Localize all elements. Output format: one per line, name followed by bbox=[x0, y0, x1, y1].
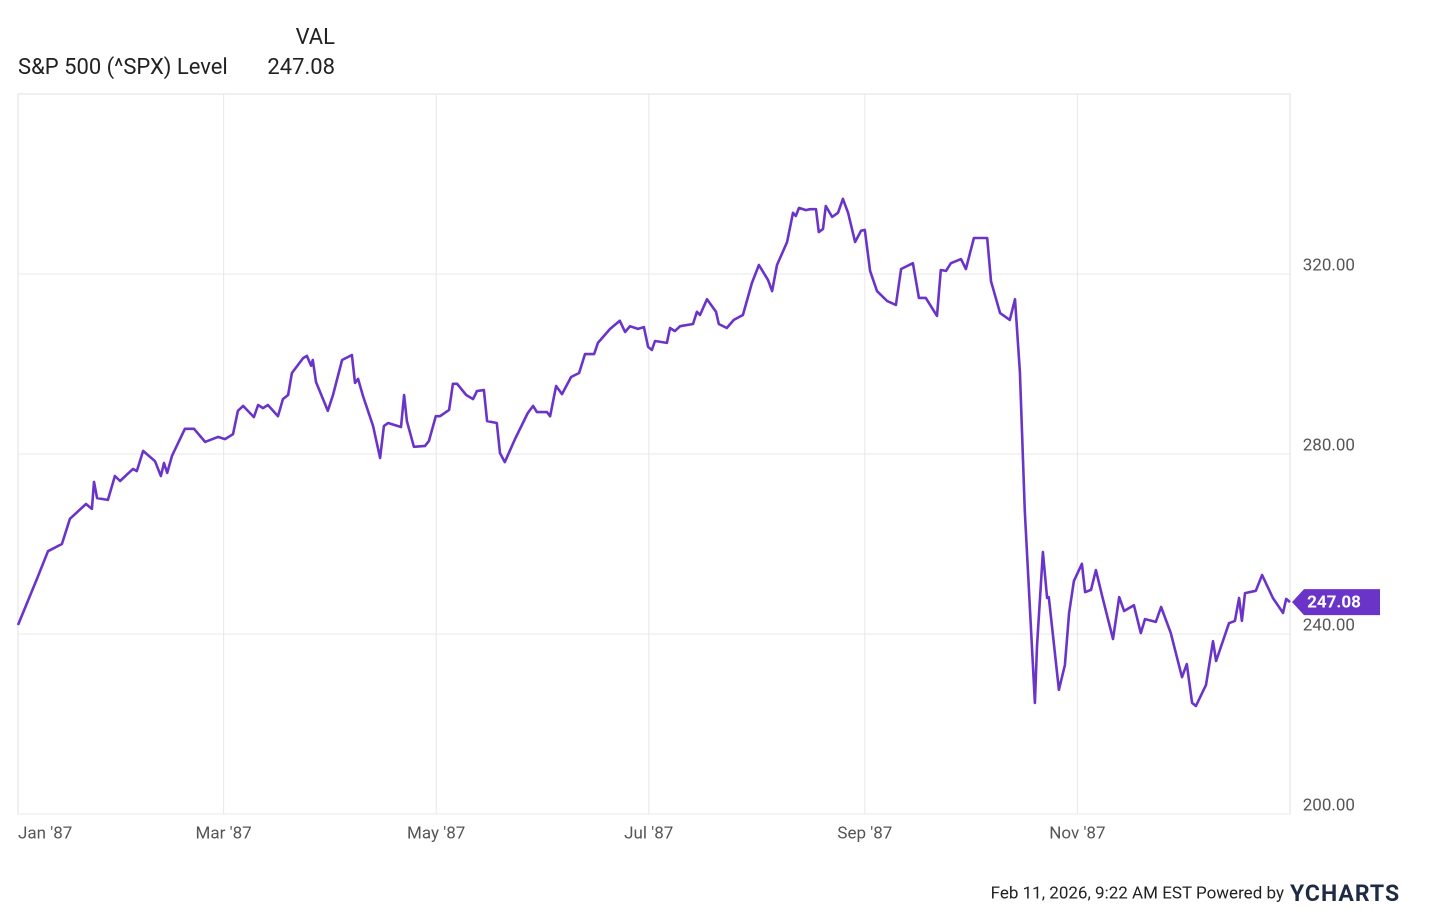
x-tick-label: Jan '87 bbox=[18, 823, 72, 843]
footer: Feb 11, 2026, 9:22 AM EST Powered by bbox=[991, 883, 1284, 903]
legend-entry: S&P 500 (^SPX) Level bbox=[18, 55, 228, 80]
y-tick-label: 240.00 bbox=[1303, 615, 1355, 635]
x-tick-label: Jul '87 bbox=[624, 823, 673, 843]
line bbox=[16, 197, 1291, 708]
x-tick-label: Nov '87 bbox=[1049, 823, 1105, 843]
brand-logo: YCHARTS bbox=[1290, 880, 1400, 907]
legend-value: 247.08 bbox=[267, 55, 335, 80]
x-tick-label: Sep '87 bbox=[837, 823, 892, 843]
x-tick-label: May '87 bbox=[407, 823, 465, 843]
legend-header: VAL bbox=[296, 25, 336, 50]
y-tick-label: 280.00 bbox=[1303, 435, 1355, 455]
x-tick-label: Mar '87 bbox=[196, 823, 252, 843]
last-value-badge bbox=[1292, 589, 1380, 616]
y-tick-label: 200.00 bbox=[1303, 795, 1355, 815]
y-tick-label: 320.00 bbox=[1303, 255, 1355, 275]
last-value-label: 247.08 bbox=[1307, 593, 1361, 613]
